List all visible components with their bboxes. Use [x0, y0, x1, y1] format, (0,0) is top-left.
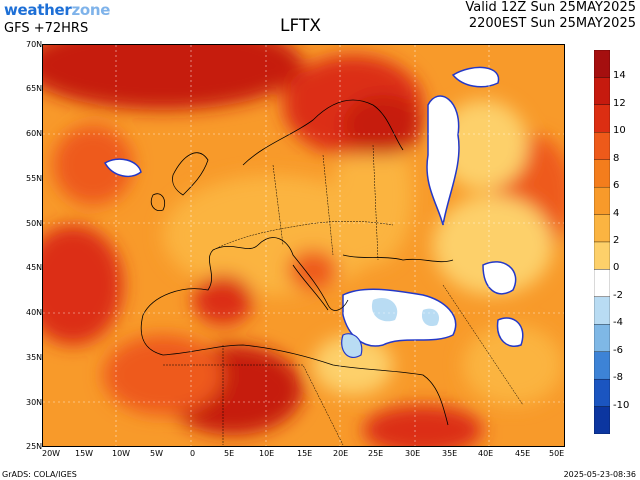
colorbar-tick-label: 2 [613, 235, 620, 246]
lon-label-10w: 10W [112, 449, 131, 458]
colorbar-tick-label: -8 [613, 372, 623, 384]
colorbar [594, 50, 610, 434]
colorbar-segment [594, 132, 610, 160]
colorbar-segment [594, 77, 610, 106]
lat-label-60n: 60N [26, 129, 43, 138]
timestamp-label: 2025-05-23-08:36 [563, 470, 636, 479]
map-title: LFTX [280, 16, 321, 36]
colorbar-tick-label: 12 [613, 97, 626, 109]
lat-label-35n: 35N [26, 353, 43, 362]
lon-label-25e: 25E [368, 449, 384, 458]
colorbar-segment [594, 324, 610, 352]
colorbar-tick-label: -4 [613, 317, 623, 329]
colorbar-tick-label: 14 [613, 70, 626, 82]
colorbar-tick-label: 4 [613, 207, 620, 219]
colorbar-tick-label: 0 [613, 262, 620, 274]
valid-line: Valid 12Z Sun 25MAY2025 [465, 0, 636, 15]
lon-label-20e: 20E [333, 449, 349, 458]
graticule [43, 45, 564, 446]
colorbar-segment [594, 378, 610, 407]
lon-label-30e: 30E [405, 449, 421, 458]
country-borders [163, 144, 524, 446]
lat-label-45n: 45N [26, 263, 43, 272]
model-label: GFS +72HRS [4, 21, 89, 36]
lon-label-40e: 40E [478, 449, 494, 458]
lat-label-55n: 55N [26, 174, 43, 183]
coastlines [140, 99, 454, 426]
lat-label-65n: 65N [26, 84, 43, 93]
lat-label-40n: 40N [26, 308, 43, 317]
lat-label-50n: 50N [26, 219, 43, 228]
colorbar-segment [594, 351, 610, 380]
colorbar-segment [594, 214, 610, 243]
colorbar-tick-label: 6 [613, 180, 620, 192]
colorbar-segment [594, 50, 610, 78]
map-canvas [43, 45, 564, 446]
logo-weather: weather [4, 1, 72, 19]
colorbar-tick-label: -2 [613, 289, 623, 301]
lon-label-20w: 20W [42, 449, 61, 458]
colorbar-segment [594, 269, 610, 298]
colorbar-tick-label: -10 [613, 399, 630, 411]
colorbar-segment [594, 406, 610, 434]
lon-label-35e: 35E [442, 449, 458, 458]
valid-time: Valid 12Z Sun 25MAY2025 2200EST Sun 25MA… [465, 0, 636, 32]
lat-label-30n: 30N [26, 398, 43, 407]
lon-label-15e: 15E [297, 449, 313, 458]
lon-label-45e: 45E [515, 449, 531, 458]
credit-label: GrADS: COLA/IGES [2, 470, 77, 479]
colorbar-tick-label: -6 [613, 344, 623, 356]
colorbar-segment [594, 159, 610, 188]
lon-label-5e: 5E [224, 449, 235, 458]
logo-zone: zone [71, 1, 111, 19]
lon-label-50e: 50E [549, 449, 565, 458]
colorbar-segment [594, 241, 610, 270]
lon-label-5w: 5W [150, 449, 163, 458]
lon-label-0: 0 [190, 449, 196, 458]
lon-label-15w: 15W [75, 449, 94, 458]
lat-label-25n: 25N [26, 442, 43, 451]
forecast-map [42, 44, 565, 447]
colorbar-segment [594, 186, 610, 215]
local-time-line: 2200EST Sun 25MAY2025 [468, 16, 636, 31]
lon-label-10e: 10E [259, 449, 275, 458]
lat-label-70n: 70N [26, 40, 43, 49]
weatherzone-logo: weatherzone [4, 1, 110, 19]
stable-regions [103, 66, 524, 358]
colorbar-tick-label: 10 [613, 125, 626, 137]
colorbar-tick-label: 8 [613, 152, 620, 164]
colorbar-segment [594, 296, 610, 325]
colorbar-segment [594, 104, 610, 133]
